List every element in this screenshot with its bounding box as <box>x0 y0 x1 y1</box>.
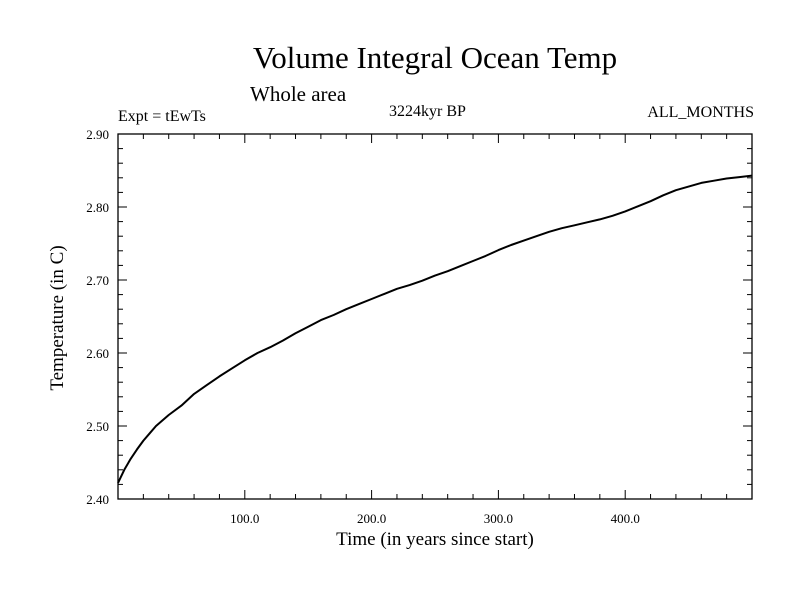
x-tick-label: 400.0 <box>611 511 640 526</box>
plot-frame <box>117 133 753 500</box>
months-label: ALL_MONTHS <box>647 104 754 121</box>
x-tick-label: 300.0 <box>484 511 513 526</box>
x-tick-label: 200.0 <box>357 511 386 526</box>
series-line <box>117 174 753 484</box>
chart-title: Volume Integral Ocean Temp <box>252 40 618 75</box>
y-tick-label: 2.70 <box>86 273 109 288</box>
chart-subtitle: Whole area <box>250 82 347 106</box>
x-axis-label: Time (in years since start) <box>336 529 534 550</box>
y-tick-label: 2.80 <box>86 200 109 215</box>
experiment-label: Expt = tEwTs <box>118 108 206 125</box>
y-tick-label: 2.90 <box>86 127 109 142</box>
x-tick-label: 100.0 <box>230 511 259 526</box>
period-label: 3224kyr BP <box>389 103 466 120</box>
y-tick-label: 2.60 <box>86 346 109 361</box>
y-tick-label: 2.50 <box>86 419 109 434</box>
y-tick-label: 2.40 <box>86 492 109 507</box>
